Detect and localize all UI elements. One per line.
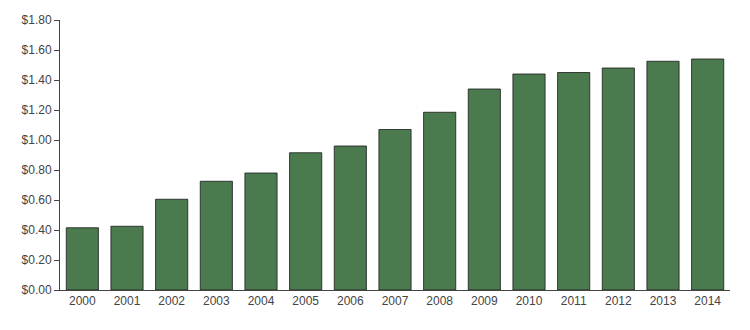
svg-text:2008: 2008 — [426, 294, 453, 308]
svg-text:2010: 2010 — [516, 294, 543, 308]
svg-text:2012: 2012 — [605, 294, 632, 308]
svg-text:2009: 2009 — [471, 294, 498, 308]
svg-text:$0.80: $0.80 — [22, 163, 52, 177]
svg-text:2007: 2007 — [382, 294, 409, 308]
svg-text:2002: 2002 — [158, 294, 185, 308]
svg-text:$1.60: $1.60 — [22, 43, 52, 57]
svg-text:2014: 2014 — [694, 294, 721, 308]
svg-text:2005: 2005 — [292, 294, 319, 308]
svg-text:2013: 2013 — [650, 294, 677, 308]
svg-text:$1.40: $1.40 — [22, 73, 52, 87]
svg-text:2004: 2004 — [248, 294, 275, 308]
svg-text:2006: 2006 — [337, 294, 364, 308]
svg-text:$0.20: $0.20 — [22, 253, 52, 267]
svg-text:$1.80: $1.80 — [22, 13, 52, 27]
svg-text:$0.60: $0.60 — [22, 193, 52, 207]
svg-text:2000: 2000 — [69, 294, 96, 308]
svg-text:2001: 2001 — [114, 294, 141, 308]
svg-text:$1.00: $1.00 — [22, 133, 52, 147]
svg-text:2011: 2011 — [561, 294, 587, 308]
svg-text:$1.20: $1.20 — [22, 103, 52, 117]
svg-text:$0.00: $0.00 — [22, 283, 52, 297]
svg-text:2003: 2003 — [203, 294, 230, 308]
svg-text:$0.40: $0.40 — [22, 223, 52, 237]
